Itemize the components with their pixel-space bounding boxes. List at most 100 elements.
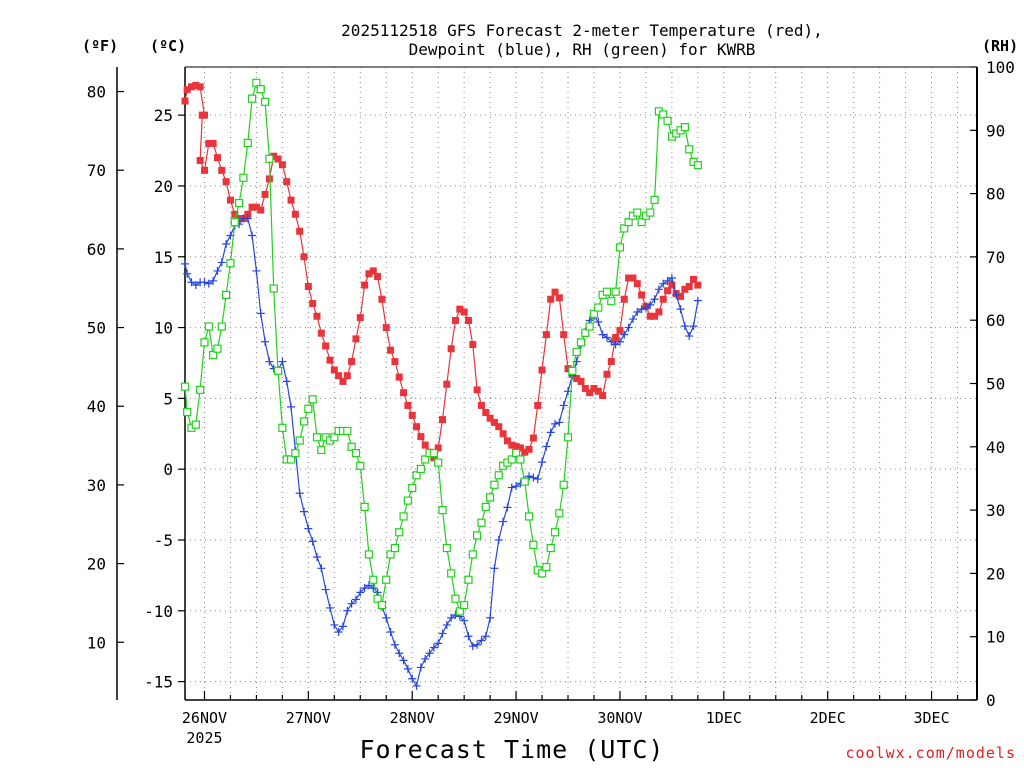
rh-point <box>204 322 213 331</box>
dewpoint-point <box>243 214 252 223</box>
temperature-point <box>538 366 546 374</box>
celsius-unit-label: (ºC) <box>150 37 186 55</box>
rh-point <box>659 110 668 119</box>
dewpoint-point <box>533 475 542 484</box>
rh-point <box>299 417 309 426</box>
fahrenheit-tick-label: 10 <box>87 633 106 652</box>
rh-point <box>304 404 313 413</box>
rh-point <box>286 455 296 464</box>
temperature-point <box>265 175 273 183</box>
rh-point <box>447 569 456 578</box>
dewpoint-point <box>217 258 226 267</box>
x-tick-label: 1DEC <box>706 709 742 727</box>
rh-point <box>442 543 451 553</box>
dewpoint-point <box>187 278 196 287</box>
dewpoint-point <box>308 537 317 546</box>
temperature-point <box>503 437 511 445</box>
temperature-point <box>395 373 403 381</box>
temperature-point <box>482 409 490 417</box>
rh-point <box>646 208 655 217</box>
dewpoint-point <box>641 303 650 312</box>
temperature-point <box>192 81 200 89</box>
dewpoint-point <box>689 322 698 331</box>
celsius-tick-label: 5 <box>163 389 173 408</box>
dewpoint-point <box>399 656 408 665</box>
temperature-point <box>317 329 325 337</box>
rh-point <box>330 433 339 442</box>
fahrenheit-unit-label: (ºF) <box>82 37 118 55</box>
rh-point <box>615 243 625 252</box>
rh-point <box>568 366 577 375</box>
dewpoint-point <box>356 588 365 597</box>
rh-point <box>343 426 352 436</box>
dewpoint-point <box>486 613 495 622</box>
rh-point <box>637 217 646 227</box>
rh-tick-label: 100 <box>986 58 1015 77</box>
dewpoint-point <box>468 642 477 651</box>
temperature-point <box>659 295 667 303</box>
fahrenheit-tick-label: 40 <box>87 397 106 416</box>
temperature-point <box>668 281 676 289</box>
temperature-point <box>447 345 455 353</box>
dewpoint-point <box>408 674 417 683</box>
celsius-tick-label: -15 <box>144 673 173 692</box>
temperature-point <box>456 305 464 313</box>
rh-point <box>408 483 417 493</box>
temperature-point <box>235 215 243 223</box>
dewpoint-point <box>369 584 378 593</box>
temperature-point <box>590 384 598 392</box>
dewpoint-point <box>395 649 404 658</box>
dewpoint-point <box>447 613 456 622</box>
rh-point <box>572 347 581 356</box>
rh-point <box>486 493 495 502</box>
temperature-point <box>646 312 654 320</box>
rh-unit-label: (RH) <box>982 37 1018 55</box>
rh-point <box>351 449 361 458</box>
rh-point <box>386 550 395 559</box>
rh-point <box>468 550 477 559</box>
rh-tick-label: 20 <box>986 564 1005 583</box>
rh-point <box>347 442 356 451</box>
rh-point <box>537 569 547 578</box>
temperature-point <box>404 401 412 409</box>
fahrenheit-tick-label: 70 <box>87 161 106 180</box>
dewpoint-point <box>209 276 218 285</box>
dewpoint-point <box>412 681 421 690</box>
rh-tick-label: 10 <box>986 628 1005 647</box>
dewpoint-point <box>265 357 274 366</box>
temperature-point <box>586 389 594 397</box>
temperature-point <box>486 414 494 422</box>
rh-point <box>265 154 274 163</box>
temperature-point <box>296 227 304 235</box>
dewpoint-point <box>637 305 646 314</box>
x-tick-label: 29NOV <box>494 709 539 727</box>
rh-point <box>511 449 521 458</box>
rh-point <box>460 600 469 610</box>
temperature-point <box>620 295 628 303</box>
rh-point <box>490 480 499 489</box>
fahrenheit-tick-label: 30 <box>87 476 106 495</box>
rh-tick-label: 90 <box>986 121 1005 140</box>
dewpoint-point <box>282 377 291 386</box>
temperature-point <box>313 312 321 320</box>
temperature-point <box>443 380 451 388</box>
rh-point <box>416 464 425 474</box>
rh-point <box>507 455 516 464</box>
temperature-point <box>361 281 369 289</box>
rh-point <box>273 366 283 375</box>
x-tick-label: 2DEC <box>810 709 846 727</box>
temperature-point <box>183 86 191 94</box>
dewpoint-point <box>551 419 560 428</box>
temperature-point <box>365 270 373 278</box>
dewpoint-point <box>503 503 512 512</box>
dewpoint-point <box>295 489 304 498</box>
rh-point <box>650 195 659 205</box>
temperature-point <box>690 275 698 283</box>
rh-point <box>524 512 534 521</box>
temperature-point <box>542 331 550 339</box>
dewpoint-point <box>477 636 486 645</box>
fahrenheit-tick-label: 80 <box>87 83 106 102</box>
dewpoint-point <box>499 517 508 526</box>
dewpoint-point <box>222 240 231 249</box>
dewpoint-point <box>473 640 482 649</box>
